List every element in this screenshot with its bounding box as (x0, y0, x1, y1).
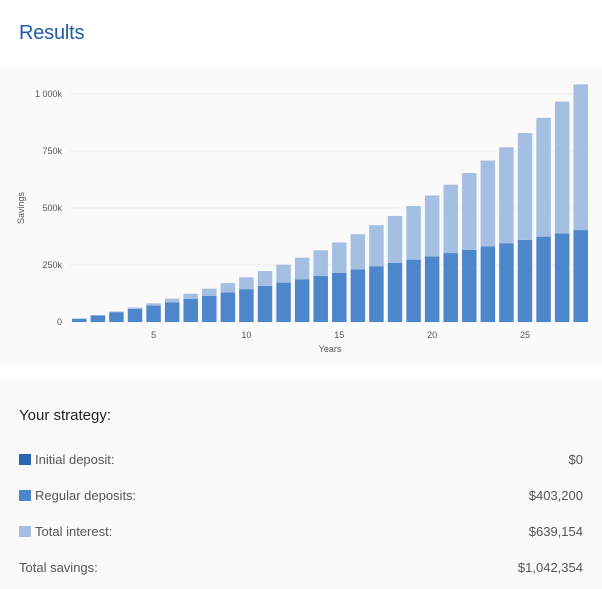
total-interest-row: Total interest: $639,154 (19, 524, 583, 544)
bar-deposits (369, 266, 384, 322)
bar-deposits (257, 285, 273, 322)
bar-deposits (554, 233, 570, 322)
bar-deposits (499, 243, 514, 322)
bar-deposits (239, 289, 254, 322)
bar-interest (517, 132, 533, 240)
bar-deposits (424, 256, 440, 322)
regular-deposits-swatch (19, 490, 31, 501)
x-tick-label: 20 (427, 330, 437, 340)
bar-deposits (294, 279, 310, 322)
bar-interest (406, 206, 421, 260)
total-interest-swatch (19, 526, 31, 537)
bar-deposits (90, 315, 106, 322)
bar-deposits (276, 282, 291, 322)
x-tick-label: 5 (151, 330, 156, 340)
y-axis-title: Savings (16, 191, 26, 224)
y-tick-label: 1 000k (35, 89, 63, 99)
bar-interest (332, 242, 347, 273)
bar-deposits (183, 299, 198, 322)
bar-interest (146, 303, 161, 306)
results-title: Results (19, 22, 85, 44)
bar-deposits (462, 249, 477, 322)
initial-deposit-label: Initial deposit: (35, 452, 115, 467)
y-tick-label: 500k (42, 203, 62, 213)
x-tick-label: 25 (520, 330, 530, 340)
initial-deposit-row: Initial deposit: $0 (19, 452, 583, 472)
initial-deposit-value: $0 (568, 452, 583, 467)
total-savings-value: $1,042,354 (517, 560, 583, 575)
bar-deposits (313, 276, 328, 322)
x-tick-label: 10 (241, 330, 251, 340)
total-savings-label: Total savings: (19, 560, 98, 575)
bar-interest (350, 234, 366, 270)
bar-deposits (536, 236, 551, 322)
bar-interest (127, 307, 143, 309)
bar-interest (257, 271, 273, 286)
total-interest-value: $639,154 (528, 524, 583, 539)
bar-interest (369, 225, 384, 267)
regular-deposits-label: Regular deposits: (35, 488, 137, 503)
bar-interest (499, 147, 514, 244)
bar-interest (443, 184, 458, 254)
bar-deposits (573, 230, 588, 322)
bar-deposits (480, 246, 496, 322)
bar-interest (202, 288, 217, 296)
bar-deposits (109, 312, 124, 322)
bar-deposits (220, 292, 236, 322)
bar-interest (294, 257, 310, 280)
bar-deposits (164, 302, 180, 322)
bar-interest (313, 250, 328, 277)
bar-interest (424, 195, 440, 257)
bar-interest (554, 101, 570, 234)
bar-interest (276, 264, 291, 283)
strategy-title: Your strategy: (19, 407, 111, 424)
regular-deposits-row: Regular deposits: $403,200 (19, 488, 583, 508)
bar-interest (462, 172, 477, 250)
bar-deposits (332, 272, 347, 322)
bar-deposits (387, 262, 403, 322)
x-axis-title: Years (319, 344, 342, 354)
bar-interest (239, 277, 254, 290)
bar-interest (387, 215, 403, 263)
savings-chart: 0 250k 500k 750k 1 000k 5 10 15 20 25 Years Savings (16, 84, 590, 354)
bar-interest (164, 298, 180, 303)
y-tick-label: 750k (42, 146, 62, 156)
x-tick-label: 15 (334, 330, 344, 340)
bar-interest (109, 311, 124, 313)
y-tick-label: 250k (42, 260, 62, 270)
bar-deposits (350, 269, 366, 322)
bar-deposits (443, 253, 458, 322)
regular-deposits-value: $403,200 (528, 488, 583, 503)
total-interest-label: Total interest: (35, 524, 113, 539)
bar-deposits (72, 318, 87, 322)
bar-deposits (146, 305, 161, 322)
bar-interest (183, 293, 198, 300)
bar-deposits (517, 239, 533, 322)
bar-deposits (127, 308, 143, 322)
y-tick-label: 0 (57, 317, 62, 327)
bar-interest (220, 283, 236, 293)
bar-deposits (202, 295, 217, 322)
bar-interest (573, 84, 588, 231)
bar-interest (536, 117, 551, 237)
total-savings-row: Total savings: $1,042,354 (19, 560, 583, 580)
initial-deposit-swatch (19, 454, 31, 465)
strategy-panel (0, 378, 602, 589)
bar-interest (480, 160, 496, 247)
bar-deposits (406, 259, 421, 322)
